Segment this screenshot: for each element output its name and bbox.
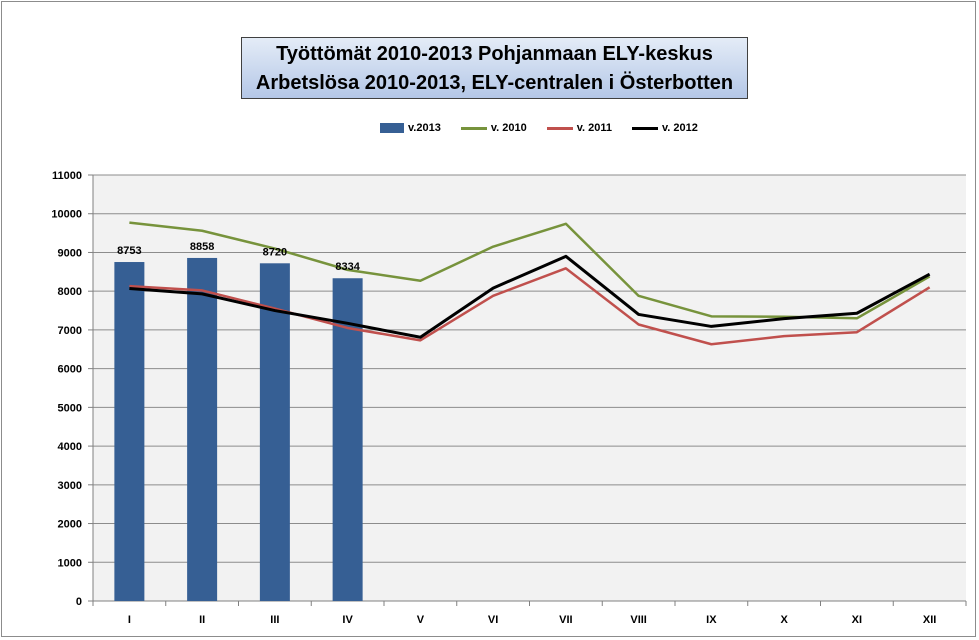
legend-swatch-2013 [380, 123, 404, 133]
x-tick-label: VI [488, 614, 498, 626]
bar-2013 [187, 257, 218, 601]
x-tick-label: IV [342, 614, 353, 626]
x-tick-label: XI [852, 614, 862, 626]
bar-data-label: 8858 [190, 241, 214, 253]
legend-label-2011: v. 2011 [576, 122, 612, 134]
y-tick-label: 2000 [58, 519, 82, 531]
legend-label-2010: v. 2010 [490, 122, 527, 134]
x-tick-label: X [780, 614, 788, 626]
x-tick-label: I [128, 614, 131, 626]
line-v2012 [129, 254, 931, 339]
legend-label-2012: v. 2012 [662, 122, 698, 134]
y-tick-label: 1000 [58, 557, 82, 569]
x-tick-label: XII [923, 614, 936, 626]
x-tick-label: III [270, 614, 279, 626]
x-tick-label: II [199, 614, 205, 626]
chart-title-box: Työttömät 2010-2013 Pohjanmaan ELY-kesku… [241, 37, 748, 99]
bar-2013 [332, 278, 363, 601]
legend-swatch-2010 [460, 126, 487, 130]
x-tick-label: VII [559, 614, 572, 626]
y-tick-label: 9000 [58, 247, 82, 259]
legend-item-2012: v. 2012 [632, 122, 698, 134]
y-tick-label: 7000 [58, 325, 82, 337]
bar-2013 [259, 263, 290, 601]
y-tick-label: 10000 [51, 209, 82, 221]
bar-data-label: 8753 [117, 245, 141, 257]
y-tick-label: 11000 [52, 170, 82, 182]
chart-legend: v.2013 v. 2010 v. 2011 v. 2012 [380, 121, 718, 135]
y-tick-label: 4000 [58, 441, 82, 453]
y-tick-label: 5000 [58, 402, 82, 414]
bar-data-label: 8334 [335, 261, 360, 273]
x-tick-label: V [417, 614, 425, 626]
line-v2011 [129, 267, 931, 346]
y-tick-label: 8000 [58, 286, 82, 298]
legend-label-2013: v.2013 [408, 122, 441, 134]
x-tick-label: VIII [630, 614, 647, 626]
y-tick-label: 6000 [58, 364, 82, 376]
legend-item-2010: v. 2010 [460, 122, 527, 134]
legend-item-2011: v. 2011 [546, 122, 612, 134]
x-tick-label: IX [706, 614, 717, 626]
legend-item-2013: v.2013 [380, 122, 441, 134]
chart-title-line-1: Työttömät 2010-2013 Pohjanmaan ELY-kesku… [276, 43, 713, 65]
legend-swatch-2012 [632, 126, 658, 130]
legend-swatch-2011 [546, 126, 573, 130]
bar-2013 [114, 262, 145, 601]
chart-title-line-2: Arbetslösa 2010-2013, ELY-centralen i Ös… [255, 72, 734, 94]
plot-area [93, 175, 966, 601]
y-tick-label: 0 [76, 596, 82, 608]
y-tick-label: 3000 [58, 480, 82, 492]
bar-data-label: 8720 [263, 246, 287, 258]
